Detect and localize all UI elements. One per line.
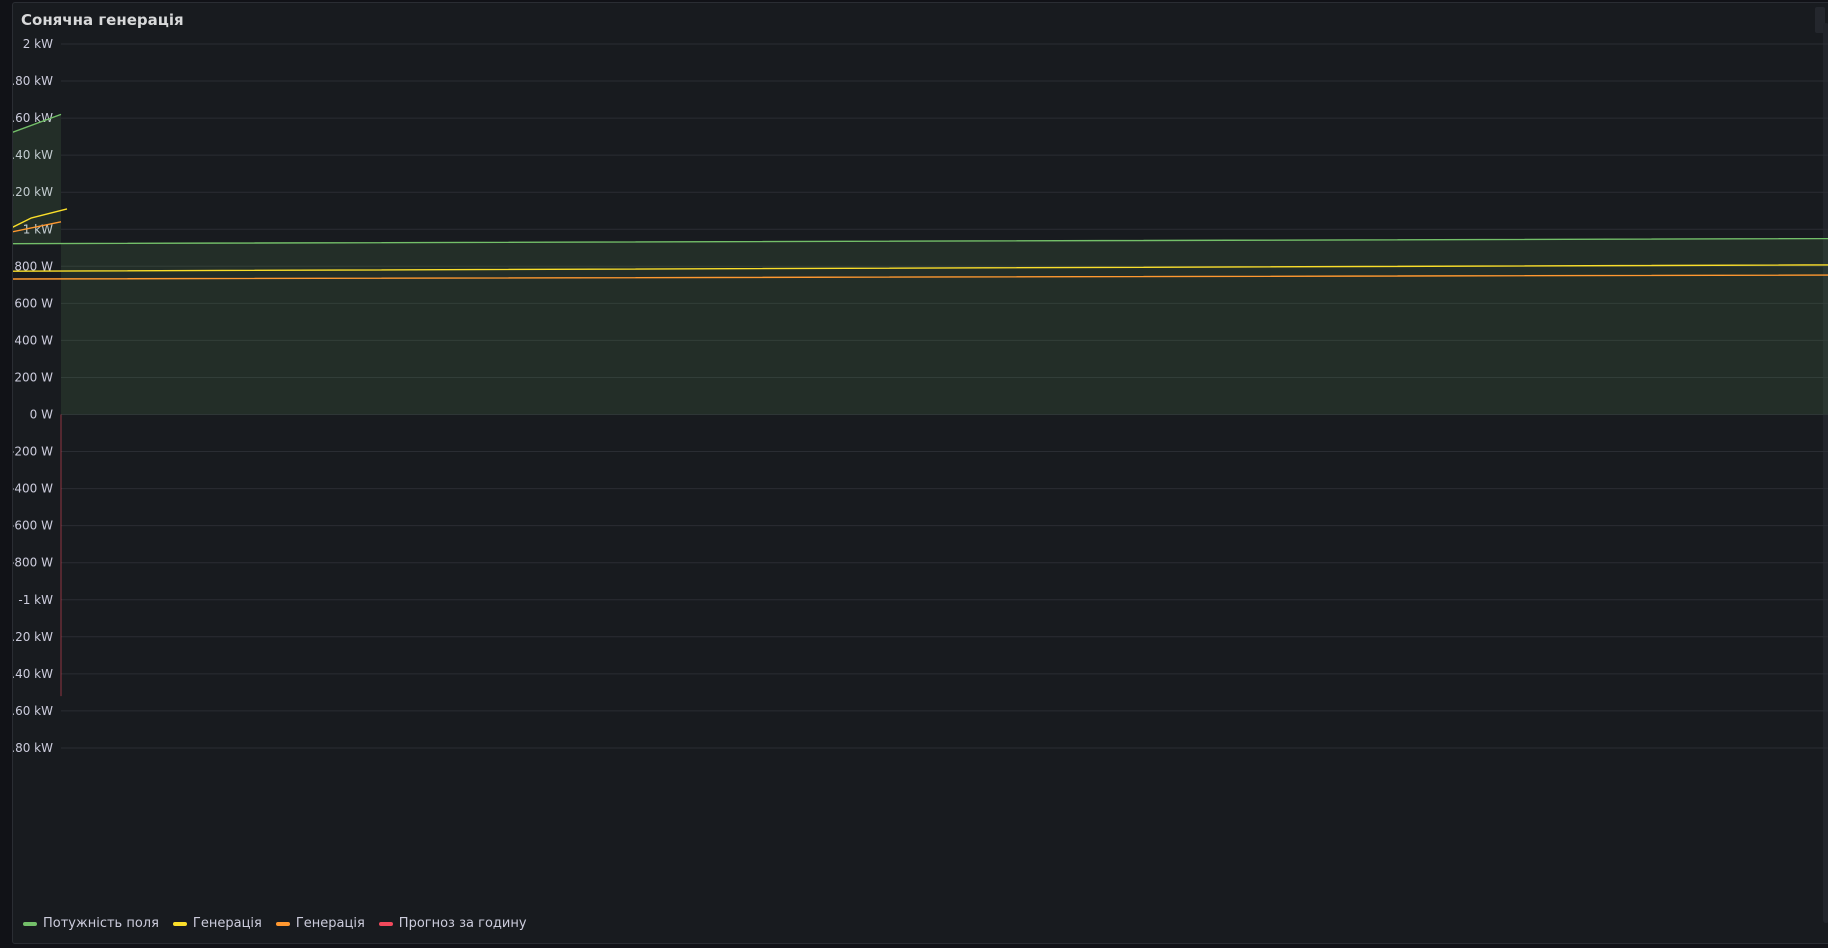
y-tick-label: 1 kW [23,222,53,236]
y-tick-label: 2 kW [23,37,53,51]
legend-item[interactable]: Генерація [275,916,365,931]
y-tick-label: -1 kW [18,593,53,607]
legend-label: Потужність поля [43,916,159,931]
y-tick-label: .40 kW [13,667,53,681]
series-area-fill [13,114,1828,415]
y-tick-label: .20 kW [13,185,53,199]
y-tick-label: 800 W [14,259,53,273]
y-tick-label: .80 kW [13,741,53,755]
y-tick-label: .20 kW [13,630,53,644]
y-tick-label: .40 kW [13,148,53,162]
legend: Потужність поля Генерація Генерація Прогноз… [23,916,527,931]
legend-item[interactable]: Генерація [172,916,262,931]
legend-label: Генерація [295,916,365,931]
legend-swatch [378,921,393,926]
y-tick-label: 400 W [14,333,53,347]
y-tick-label: .60 kW [13,704,53,718]
legend-label: Прогноз за годину [398,916,527,931]
panel-scrollbar[interactable] [1823,23,1828,923]
legend-swatch [172,921,187,926]
panel-title: Сонячна генерація [21,11,184,29]
y-tick-label: -200 W [13,445,53,459]
legend-item[interactable]: Прогноз за годину [378,916,527,931]
chart-svg: 2 kW .80 kW .60 kW .40 kW .20 kW 1 kW 800 W 600… [13,37,1828,755]
y-tick-label: 0 W [30,408,53,422]
y-tick-label: -600 W [13,519,53,533]
y-tick-label: 200 W [14,370,53,384]
legend-item[interactable]: Потужність поля [23,916,159,931]
legend-swatch [275,921,290,926]
legend-swatch [23,921,37,926]
y-tick-label: -400 W [13,482,53,496]
y-tick-label: .80 kW [13,74,53,88]
y-tick-label: 600 W [14,296,53,310]
chart-panel: Сонячна генерація 2 kW .80 kW .60 kW .40 kW… [12,2,1828,944]
y-tick-label: -800 W [13,556,53,570]
legend-label: Генерація [192,916,262,931]
panel-menu-handle[interactable] [1815,7,1825,33]
